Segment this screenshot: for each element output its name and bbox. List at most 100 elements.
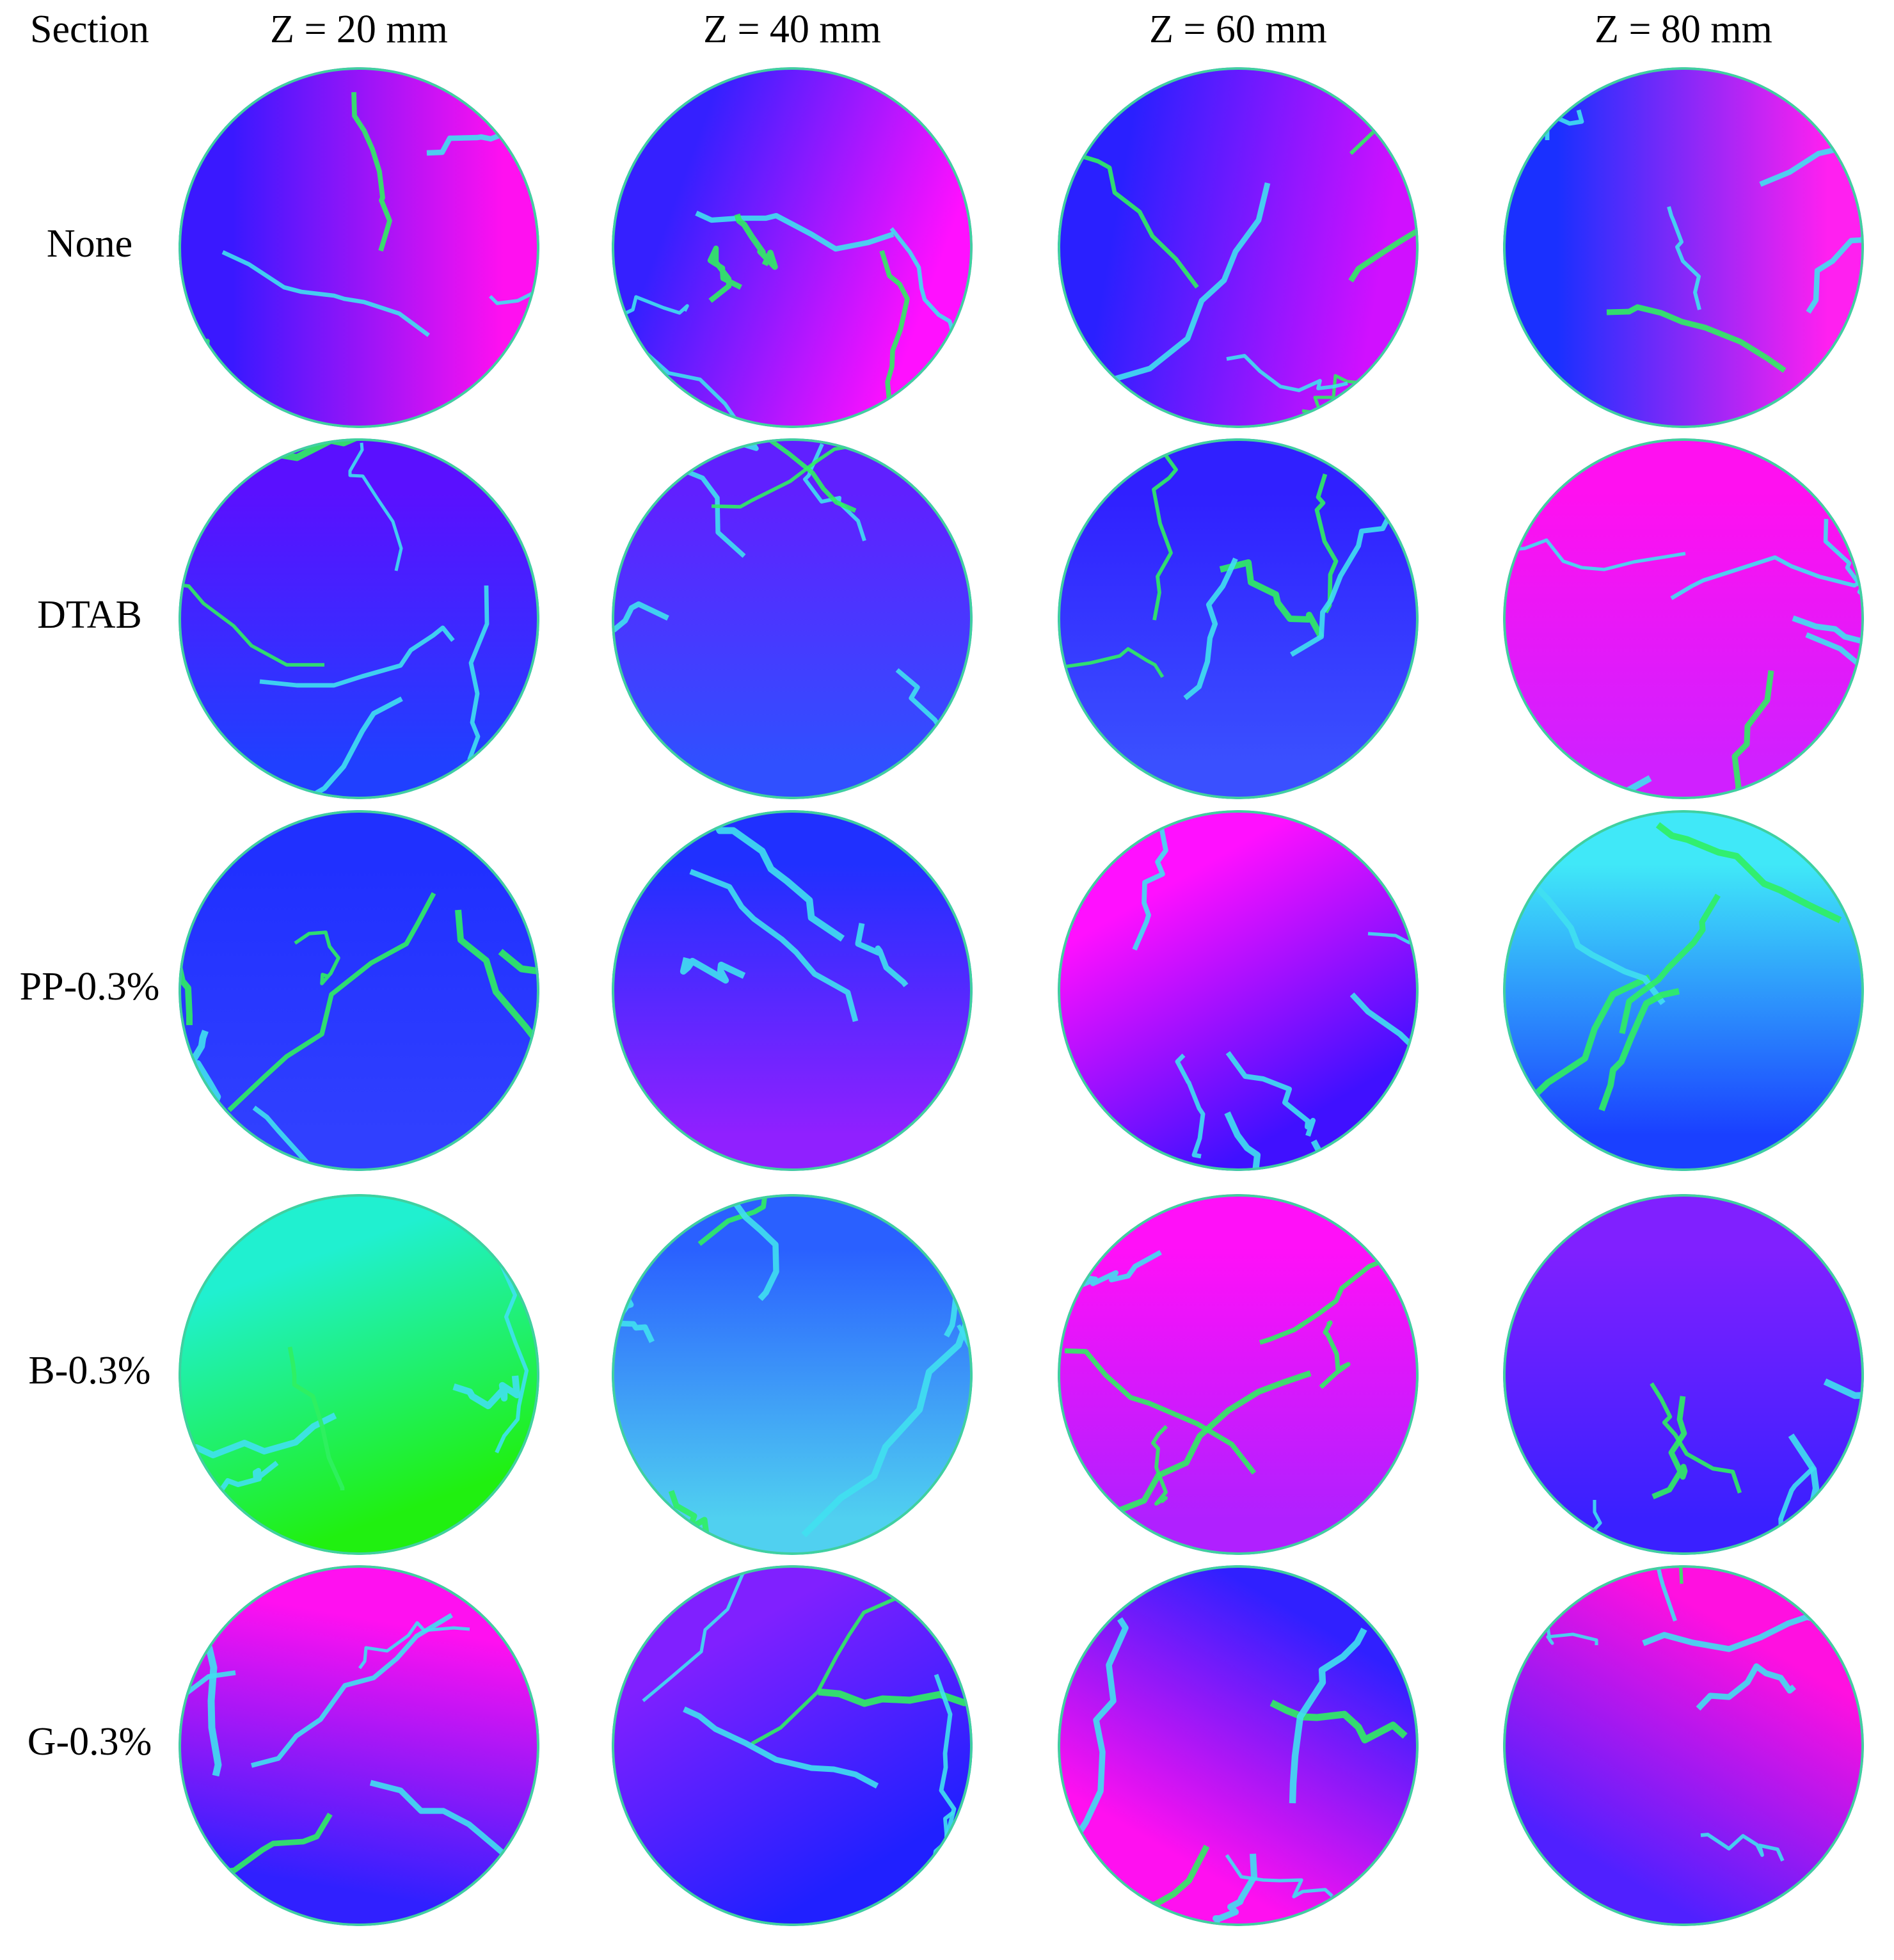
- crack: [1348, 137, 1419, 283]
- column-label: Z = 20 mm: [270, 8, 448, 51]
- section-image: [179, 810, 539, 1171]
- crack: [707, 245, 742, 303]
- section-rim: [612, 1565, 973, 1926]
- crack: [1151, 1424, 1168, 1506]
- section-image: [1058, 810, 1419, 1171]
- crack: [1224, 1111, 1285, 1171]
- section-rim: [1058, 810, 1419, 1171]
- section-disc: [612, 1194, 973, 1555]
- crack: [676, 438, 857, 513]
- section-disc: [1503, 67, 1864, 428]
- section-rim: [1503, 67, 1864, 428]
- crack: [855, 923, 909, 987]
- crack: [351, 92, 392, 252]
- crack: [358, 1621, 470, 1669]
- crack: [1319, 1320, 1351, 1389]
- section-rim: [179, 1194, 539, 1555]
- section-image: [1503, 438, 1864, 799]
- section-rim: [612, 438, 973, 799]
- section-disc: [612, 810, 973, 1171]
- section-disc: [612, 1565, 973, 1926]
- section-image: [179, 1565, 539, 1926]
- section-rim: [1058, 1565, 1419, 1926]
- section-disc: [1503, 438, 1864, 799]
- section-disc: [179, 438, 539, 799]
- crack: [1175, 1053, 1206, 1159]
- crack: [1061, 1617, 1129, 1858]
- section-disc: [179, 1565, 539, 1926]
- section-rim: [1503, 1194, 1864, 1555]
- section-rim: [1503, 1565, 1864, 1926]
- section-image: [612, 438, 973, 799]
- crack: [1289, 1627, 1367, 1804]
- crack: [1225, 1051, 1316, 1137]
- section-rim: [612, 67, 973, 428]
- crack: [1696, 1663, 1797, 1711]
- row-label: None: [47, 222, 132, 266]
- crack: [1651, 1396, 1688, 1500]
- crack: [1058, 67, 1082, 99]
- crack: [454, 909, 539, 1110]
- crack: [1367, 926, 1419, 948]
- section-disc: [179, 1194, 539, 1555]
- crack: [1574, 1500, 1607, 1555]
- section-image: [1503, 67, 1864, 428]
- section-disc: [612, 67, 973, 428]
- crack: [689, 868, 859, 1023]
- crack: [1269, 1700, 1408, 1744]
- crack: [1731, 670, 1774, 799]
- crack: [872, 1142, 928, 1171]
- crack: [252, 1105, 395, 1171]
- section-rim: [179, 1565, 539, 1926]
- crack: [251, 1613, 453, 1768]
- crack: [1810, 383, 1864, 416]
- crack: [1225, 1854, 1333, 1899]
- section-image: [179, 1194, 539, 1555]
- crack: [1289, 495, 1402, 657]
- crack: [1805, 632, 1864, 797]
- crack: [221, 250, 430, 337]
- section-disc: [179, 810, 539, 1171]
- crack: [1619, 893, 1721, 1034]
- crack: [287, 1346, 345, 1490]
- section-rim: [179, 67, 539, 428]
- crack: [489, 285, 539, 313]
- crack: [179, 906, 193, 1025]
- crack: [1650, 1382, 1742, 1494]
- crack: [642, 1565, 781, 1702]
- crack: [1655, 822, 1842, 923]
- crack: [1183, 557, 1238, 701]
- crack: [1792, 615, 1864, 680]
- row-label: G-0.3%: [28, 1720, 152, 1764]
- crack: [498, 948, 539, 1069]
- crack: [1212, 1853, 1258, 1925]
- crack: [1226, 354, 1348, 392]
- section-disc: [1503, 810, 1864, 1171]
- section-image: [612, 1565, 973, 1926]
- section-image: [1058, 1194, 1419, 1555]
- row-label: PP-0.3%: [20, 965, 160, 1008]
- crack: [709, 813, 845, 942]
- section-disc: [1058, 438, 1419, 799]
- section-image: [612, 810, 973, 1171]
- crack: [1152, 452, 1178, 621]
- section-image: [1058, 438, 1419, 799]
- crack: [695, 211, 895, 252]
- crack: [1670, 555, 1864, 600]
- section-rim: [1058, 438, 1419, 799]
- section-disc: [1058, 1565, 1419, 1926]
- section-rim: [1058, 1194, 1419, 1555]
- section-disc: [179, 67, 539, 428]
- section-rim: [1503, 810, 1864, 1171]
- section-disc: [1503, 1565, 1864, 1926]
- crack: [1349, 992, 1419, 1117]
- crack: [683, 1706, 879, 1789]
- crack: [697, 1194, 848, 1247]
- crack: [179, 457, 224, 486]
- crack: [1064, 1348, 1257, 1475]
- section-disc: [1503, 1194, 1864, 1555]
- section-disc: [1058, 810, 1419, 1171]
- crack: [734, 213, 778, 270]
- crack: [879, 250, 910, 409]
